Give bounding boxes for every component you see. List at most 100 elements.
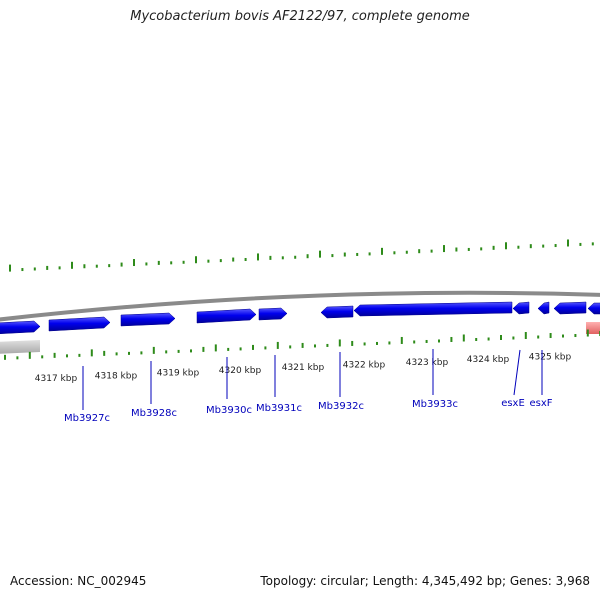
scale-tick-label: 4322 kbp [343, 361, 386, 371]
gene-arrow [0, 320, 41, 334]
gc-tick [264, 346, 267, 350]
gc-tick [400, 336, 403, 344]
gc-tick [418, 249, 421, 254]
gc-tick [450, 336, 453, 342]
gc-tick [542, 244, 545, 248]
gc-tick [438, 339, 440, 343]
scale-ticks: 4317 kbp 4318 kbp 4319 kbp 4320 kbp 4321 kbp… [35, 352, 572, 384]
gc-tick [219, 259, 222, 263]
gc-tick [128, 351, 130, 355]
gc-tick [115, 352, 118, 356]
gc-tick [579, 242, 582, 246]
gene-features [0, 301, 600, 354]
gc-tick [95, 264, 98, 268]
gc-tick [294, 255, 297, 259]
gc-tick [492, 245, 495, 250]
gc-tick [257, 253, 259, 261]
backbone-ring [0, 290, 600, 322]
gc-tick [314, 344, 316, 348]
gc-tick [319, 250, 321, 258]
gc-tick [140, 351, 143, 355]
gc-tick [467, 247, 470, 251]
gc-tick [480, 247, 483, 251]
gc-tick [524, 332, 527, 340]
gc-tick [405, 250, 408, 254]
gc-tick [500, 335, 502, 340]
gc-tick [252, 344, 254, 350]
gc-tick [455, 247, 458, 252]
gc-tick [90, 349, 93, 357]
scale-tick-label: 4325 kbp [529, 352, 572, 362]
scale-tick-label: 4324 kbp [467, 355, 510, 365]
scale-tick-label: 4319 kbp [157, 369, 200, 379]
gc-tick [120, 262, 123, 267]
gene-arrow [320, 305, 354, 319]
gc-tick [239, 347, 242, 351]
gc-tick [425, 339, 428, 343]
map-title: Mycobacterium bovis AF2122/97, complete … [130, 9, 470, 24]
gene-label: Mb3931c [256, 403, 302, 414]
gc-tick [177, 349, 180, 353]
gc-tick [306, 254, 309, 259]
gc-tick [83, 264, 86, 269]
gene-arrow [353, 301, 513, 317]
gc-tick [301, 342, 304, 348]
gc-tick [331, 254, 334, 258]
pink-feature [586, 322, 600, 334]
gc-tick [108, 264, 111, 268]
gc-tick [269, 255, 272, 260]
gc-tick [388, 341, 391, 345]
gc-tick [363, 342, 366, 346]
gene-label: Mb3933c [412, 399, 458, 410]
scale-tick-label: 4320 kbp [219, 366, 262, 376]
gc-tick [103, 350, 106, 356]
grey-feature [0, 340, 40, 354]
gene-label: esxF [529, 398, 552, 409]
gc-tick [517, 245, 520, 249]
gene-label: Mb3927c [64, 413, 110, 424]
gc-tick [195, 256, 197, 264]
gene-label: Mb3932c [318, 401, 364, 412]
gene-label: Mb3930c [206, 405, 252, 416]
gc-tick [214, 344, 217, 352]
gc-tick [351, 340, 354, 346]
gc-tick [4, 354, 6, 360]
genome-summary: Topology: circular; Length: 4,345,492 bp… [260, 574, 590, 588]
gc-tick [562, 334, 564, 338]
gc-tick [165, 350, 168, 354]
gc-tick [190, 349, 192, 353]
gc-tick [505, 242, 507, 250]
gc-tick [16, 356, 19, 360]
gc-tick [71, 261, 73, 269]
gc-tick [586, 329, 589, 337]
scale-tick-label: 4318 kbp [95, 371, 138, 381]
gene-arrow [553, 301, 587, 315]
gc-tick [343, 252, 346, 257]
gc-tick [46, 265, 49, 270]
gc-tick [276, 341, 279, 349]
accession-label: Accession: NC_002945 [10, 574, 147, 588]
gc-tick [232, 257, 235, 262]
gc-tick [376, 341, 378, 345]
gc-tick [58, 266, 61, 270]
gene-arrow [258, 307, 288, 321]
gc-tick [41, 355, 44, 359]
gc-tick [393, 251, 396, 255]
gc-tick [157, 260, 160, 265]
gc-tick [28, 351, 31, 359]
gc-tick [66, 354, 68, 358]
gc-content-ring-inner [4, 329, 600, 360]
gene-arrow [120, 312, 176, 327]
gc-tick [244, 257, 247, 261]
gc-tick [475, 337, 478, 341]
gc-tick [512, 336, 515, 340]
gc-tick [227, 347, 230, 351]
gc-tick [289, 345, 292, 349]
gc-tick [338, 339, 341, 347]
gc-tick [549, 333, 552, 339]
gene-label: Mb3928c [131, 408, 177, 419]
gc-tick [182, 260, 185, 264]
gc-tick [487, 337, 490, 341]
gene-label: esxE [501, 398, 525, 409]
